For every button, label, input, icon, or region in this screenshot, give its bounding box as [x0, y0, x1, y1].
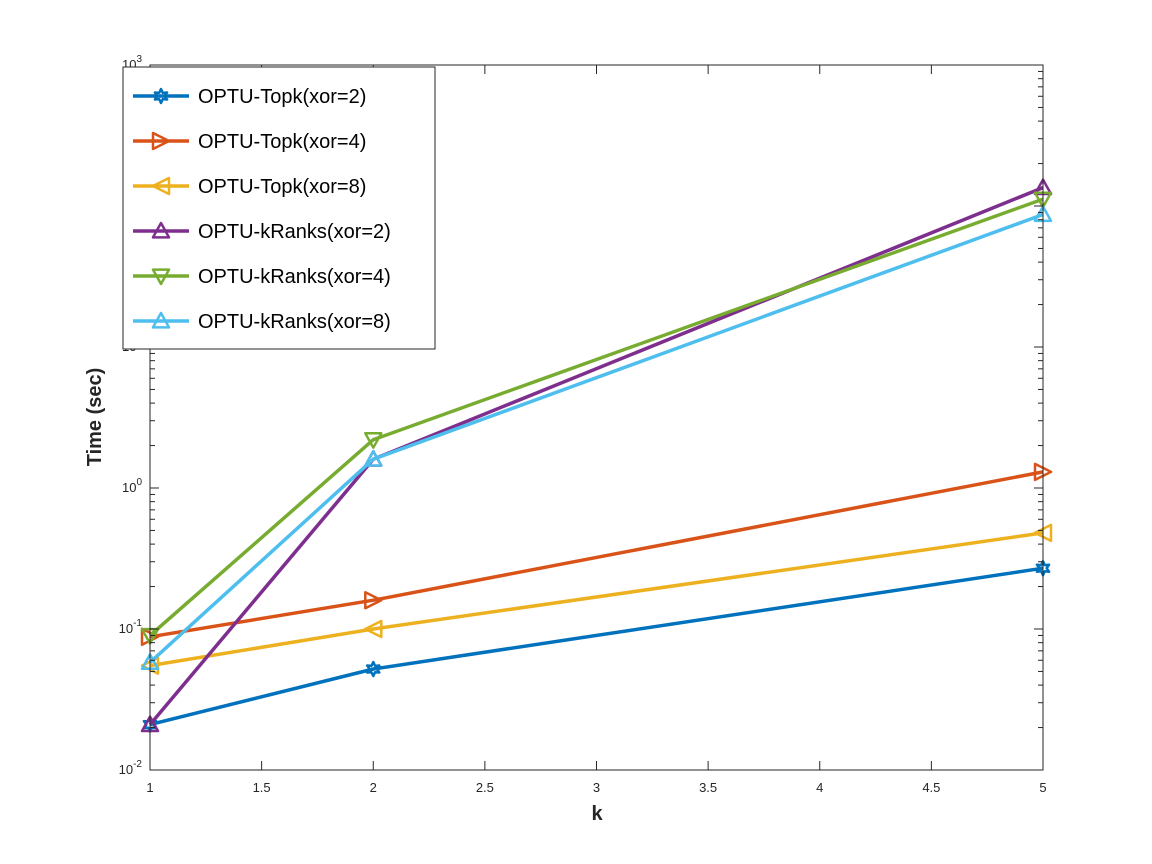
x-tick-label: 1.5: [253, 780, 271, 795]
data-point-marker: [364, 619, 383, 639]
series-line: [148, 212, 1044, 664]
legend-marker: [153, 87, 169, 105]
x-tick-label: 2: [370, 780, 377, 795]
legend-marker: [151, 221, 171, 239]
series-2: [140, 462, 1053, 647]
legend-label: OPTU-Topk(xor=4): [198, 131, 366, 153]
legend-marker: [151, 176, 171, 196]
legend-box: [122, 66, 436, 350]
legend-label: OPTU-Topk(xor=8): [198, 176, 366, 198]
data-point-marker: [365, 660, 381, 678]
legend-item: OPTU-Topk(xor=4): [133, 131, 366, 153]
series-line: [149, 566, 1044, 727]
legend-label: OPTU-Topk(xor=2): [198, 86, 366, 108]
data-point-marker: [364, 432, 383, 449]
x-tick-label: 4: [816, 780, 823, 795]
plot-area: [140, 178, 1053, 733]
legend-item: OPTU-kRanks(xor=2): [133, 221, 391, 243]
series-line: [148, 197, 1044, 637]
data-point-marker: [364, 449, 383, 467]
x-tick-label: 3: [593, 780, 600, 795]
x-tick-label: 1: [146, 780, 153, 795]
legend-item: OPTU-kRanks(xor=8): [133, 311, 391, 333]
series-line: [149, 470, 1044, 639]
legend-marker: [151, 311, 171, 329]
x-axis-label: k: [591, 803, 603, 825]
x-tick-label: 5: [1039, 780, 1046, 795]
x-tick-label: 2.5: [476, 780, 494, 795]
data-point-marker: [364, 590, 383, 610]
legend-marker: [151, 131, 171, 151]
legend-item: OPTU-Topk(xor=2): [133, 86, 366, 108]
legend-marker: [151, 268, 171, 286]
legend-label: OPTU-kRanks(xor=2): [198, 221, 391, 243]
y-tick-label: 10-1: [119, 618, 143, 636]
series-line: [149, 531, 1044, 668]
y-tick-label: 100: [122, 477, 142, 495]
series-1: [142, 559, 1051, 733]
legend-label: OPTU-kRanks(xor=4): [198, 266, 391, 288]
x-tick-label: 3.5: [699, 780, 717, 795]
legend-item: OPTU-Topk(xor=8): [133, 176, 366, 198]
legend-item: OPTU-kRanks(xor=4): [133, 266, 391, 288]
legend: OPTU-Topk(xor=2) OPTU-Topk(xor=4) OPTU-Top…: [122, 66, 436, 350]
legend-label: OPTU-kRanks(xor=8): [198, 311, 391, 333]
x-tick-label: 4.5: [922, 780, 940, 795]
y-axis-label: Time (sec): [84, 368, 106, 467]
y-tick-label: 10-2: [119, 759, 143, 777]
